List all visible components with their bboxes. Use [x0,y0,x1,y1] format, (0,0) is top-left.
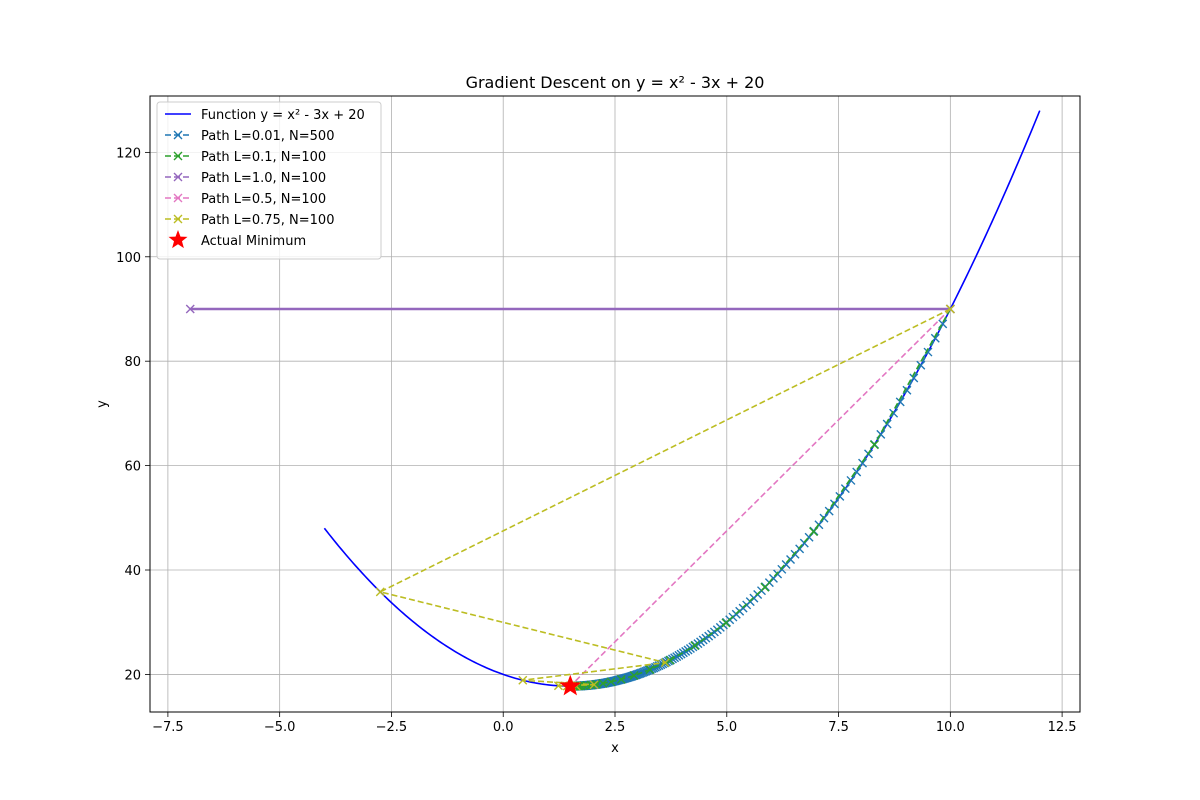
legend: Function y = x² - 3x + 20 Path L=0.01, N=… [156,101,382,260]
y-tick-label: 40 [124,564,141,579]
y-tick-label: 80 [124,355,141,370]
axis-ticks: −7.5 −5.0 −2.5 0.0 2.5 5.0 7.5 10.0 12.5 20 40 60 80… [116,146,1076,735]
x-axis-label: x [611,741,619,756]
x-tick-label: −5.0 [264,720,296,735]
legend-swatch-marker [173,151,183,161]
legend-swatch-marker [173,130,183,140]
grid-lines [150,96,1080,712]
y-tick-label: 120 [116,146,141,161]
legend-label: Actual Minimum [201,234,306,249]
legend-entry: Path L=1.0, N=100 [165,171,326,186]
legend-swatch-star [168,230,188,249]
legend-label: Path L=0.1, N=100 [201,150,326,165]
series-marker [660,658,670,668]
x-tick-label: 10.0 [936,720,965,735]
y-tick-label: 60 [124,460,141,475]
series-marker [645,665,655,675]
series-marker [721,618,731,628]
legend-entry: Actual Minimum [168,230,306,249]
y-tick-label: 100 [116,251,141,266]
series-layer [185,110,1041,696]
series-marker [518,675,528,685]
series-marker [945,304,955,314]
series-marker [869,440,879,450]
legend-entry: Path L=0.01, N=500 [165,129,334,144]
y-axis-label: y [95,400,110,408]
x-tick-label: 2.5 [605,720,626,735]
legend-entry: Path L=0.5, N=100 [165,192,326,207]
x-tick-label: 5.0 [716,720,737,735]
legend-label: Path L=0.75, N=100 [201,213,334,228]
series-line [569,308,951,687]
x-tick-label: 12.5 [1048,720,1077,735]
series-marker [629,671,639,681]
series-marker [616,674,626,684]
series-marker [606,677,616,687]
legend-entry: Path L=0.75, N=100 [165,213,334,228]
x-tick-label: 7.5 [828,720,849,735]
series-marker [375,587,385,597]
series-marker [909,373,919,383]
legend-label: Path L=0.01, N=500 [201,129,334,144]
series-marker [923,347,933,357]
legend-entry: Path L=0.1, N=100 [165,150,326,165]
series-marker [760,582,770,592]
legend-label: Path L=1.0, N=100 [201,171,326,186]
chart-title: Gradient Descent on y = x² - 3x + 20 [466,73,765,92]
minimum-star-marker [559,674,582,696]
series-marker [665,655,675,665]
series-marker [690,641,700,651]
legend-label: Path L=0.5, N=100 [201,192,326,207]
series-marker [809,527,819,537]
series-marker [589,680,599,690]
y-tick-label: 20 [124,668,141,683]
series-marker [185,304,195,314]
x-tick-label: 0.0 [493,720,514,735]
x-tick-label: −2.5 [376,720,408,735]
x-tick-label: −7.5 [152,720,184,735]
series-marker [882,419,892,429]
legend-entry: Function y = x² - 3x + 20 [165,108,365,123]
legend-box [156,101,382,260]
legend-swatch-marker [173,193,183,203]
legend-label: Function y = x² - 3x + 20 [201,108,365,123]
legend-swatch-marker [173,214,183,224]
legend-swatch-marker [173,172,183,182]
